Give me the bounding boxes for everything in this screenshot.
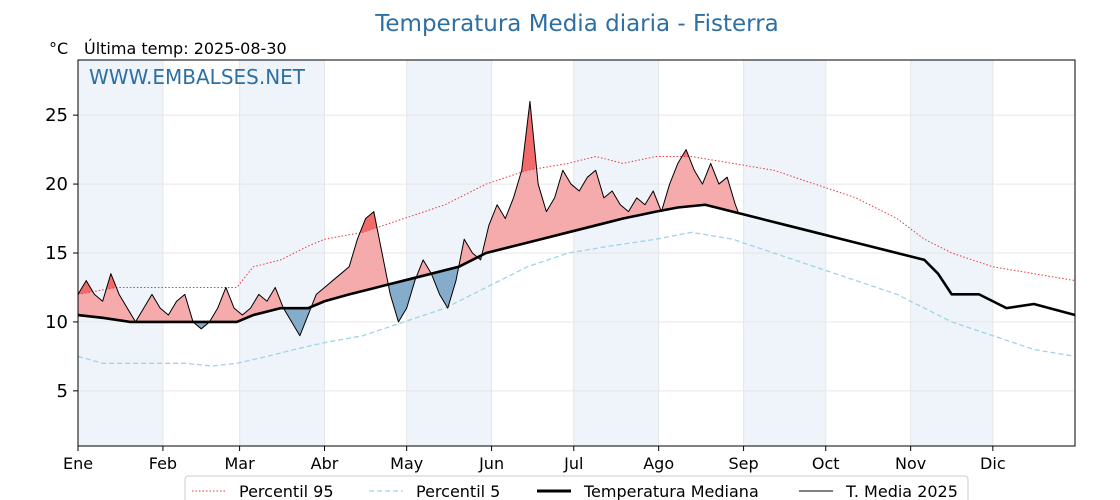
x-tick-label: Mar xyxy=(225,454,256,473)
y-unit-label: °C xyxy=(49,39,68,58)
legend-label-p5: Percentil 5 xyxy=(416,482,500,500)
x-tick-label: May xyxy=(390,454,423,473)
y-tick-label: 25 xyxy=(45,105,68,126)
series-lines xyxy=(77,100,1076,367)
legend: Percentil 95 Percentil 5 Temperatura Med… xyxy=(184,475,969,500)
x-tick-label: Jul xyxy=(563,454,583,473)
x-tick-label: Feb xyxy=(149,454,177,473)
fill-above-median xyxy=(312,211,389,307)
x-tick-label: Abr xyxy=(311,454,339,473)
y-axis: 5 10 15 20 25 xyxy=(45,105,78,402)
fill-below-median xyxy=(388,277,417,322)
series-line-t2025 xyxy=(77,100,739,337)
legend-box xyxy=(184,475,969,500)
x-tick-label: Nov xyxy=(895,454,926,473)
legend-label-p95: Percentil 95 xyxy=(239,482,334,500)
fill-below-median xyxy=(284,306,313,336)
y-tick-label: 15 xyxy=(45,243,68,264)
legend-label-median: Temperatura Mediana xyxy=(583,482,759,500)
chart-title: Temperatura Media diaria - Fisterra xyxy=(374,11,779,37)
fill-below-median xyxy=(432,266,459,309)
chart-subtitle: Última temp: 2025-08-30 xyxy=(84,39,287,58)
x-tick-label: Jun xyxy=(478,454,504,473)
fill-above-median xyxy=(78,273,195,322)
x-axis: Ene Feb Mar Abr May Jun Jul Ago Sep Oct Nov Dic xyxy=(63,446,1006,473)
fill-above-p95 xyxy=(106,273,115,290)
x-tick-label: Ene xyxy=(63,454,93,473)
y-tick-label: 20 xyxy=(45,174,68,195)
series-line-p5 xyxy=(77,231,1076,367)
series-line-p95 xyxy=(77,155,1076,295)
y-tick-label: 5 xyxy=(57,381,68,402)
x-tick-label: Sep xyxy=(729,454,759,473)
fill-above-p95 xyxy=(360,211,377,233)
grid-lines xyxy=(77,60,1075,446)
x-tick-label: Oct xyxy=(812,454,840,473)
series-line-median xyxy=(77,203,1076,324)
fill-above-p95 xyxy=(79,280,92,295)
fill-above-p95 xyxy=(521,101,536,173)
legend-label-t2025: T. Media 2025 xyxy=(845,482,958,500)
watermark: WWW.EMBALSES.NET xyxy=(89,65,306,89)
fill-below-median xyxy=(194,321,210,329)
x-tick-label: Ago xyxy=(643,454,674,473)
fill-above-median xyxy=(458,239,478,267)
y-tick-label: 10 xyxy=(45,312,68,333)
x-tick-label: Dic xyxy=(980,454,1006,473)
fill-above-median xyxy=(209,287,285,322)
